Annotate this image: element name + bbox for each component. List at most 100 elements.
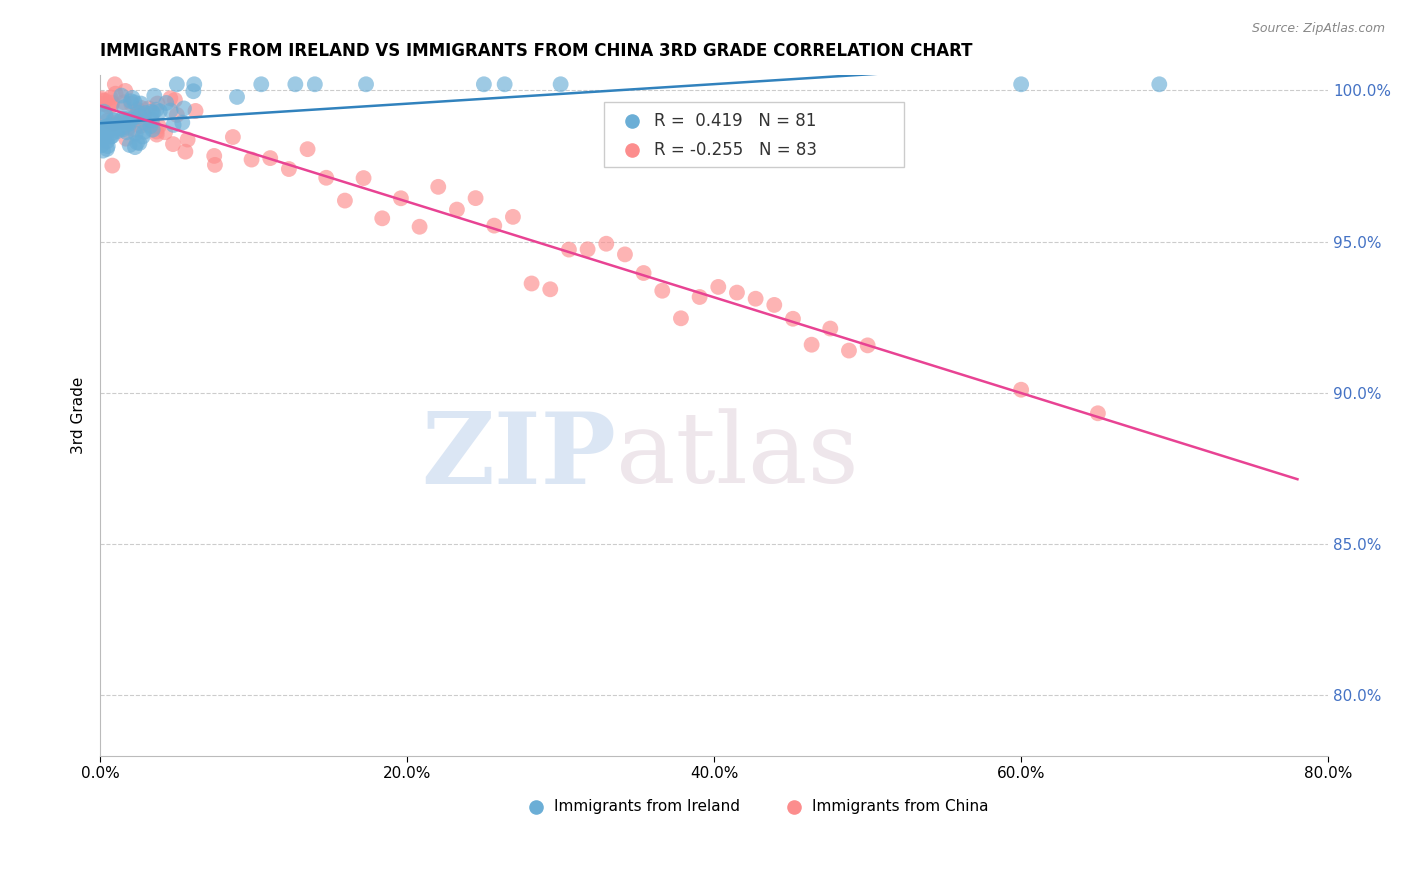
Text: ZIP: ZIP bbox=[420, 408, 616, 505]
Text: R =  0.419   N = 81: R = 0.419 N = 81 bbox=[654, 112, 817, 130]
Point bbox=[129, 119, 152, 133]
Point bbox=[184, 103, 207, 118]
Point bbox=[146, 96, 169, 111]
Point bbox=[93, 120, 115, 135]
Point bbox=[118, 138, 141, 153]
Point bbox=[112, 100, 135, 114]
Point bbox=[162, 137, 184, 152]
Point bbox=[100, 129, 122, 144]
Point bbox=[538, 282, 561, 296]
Point bbox=[134, 116, 156, 130]
Point bbox=[1010, 77, 1032, 91]
Point bbox=[107, 115, 129, 129]
Point bbox=[101, 159, 124, 173]
Point bbox=[141, 113, 163, 128]
Point bbox=[174, 145, 197, 159]
Point bbox=[122, 111, 145, 125]
Text: Immigrants from Ireland: Immigrants from Ireland bbox=[554, 799, 741, 814]
Point bbox=[315, 170, 337, 185]
Point bbox=[93, 127, 115, 141]
Point bbox=[121, 91, 143, 105]
Point bbox=[100, 120, 122, 135]
Point bbox=[128, 136, 150, 150]
Point bbox=[1149, 77, 1171, 91]
Point bbox=[754, 416, 776, 430]
Point bbox=[101, 117, 124, 131]
Point bbox=[101, 129, 124, 144]
Point bbox=[141, 104, 163, 119]
Text: atlas: atlas bbox=[616, 409, 859, 504]
Point bbox=[103, 113, 125, 128]
Point bbox=[94, 94, 117, 108]
Point bbox=[633, 266, 655, 280]
Point bbox=[782, 311, 804, 326]
Y-axis label: 3rd Grade: 3rd Grade bbox=[72, 376, 86, 454]
Point bbox=[371, 211, 394, 226]
Point bbox=[408, 219, 430, 234]
Point bbox=[124, 140, 146, 154]
Point bbox=[689, 290, 711, 304]
Point bbox=[100, 119, 122, 133]
Point bbox=[104, 120, 127, 135]
Point bbox=[595, 236, 617, 251]
Point bbox=[155, 95, 177, 110]
Point bbox=[97, 113, 120, 128]
Point bbox=[145, 124, 167, 138]
Point bbox=[1087, 406, 1109, 420]
Point bbox=[103, 113, 125, 128]
Point bbox=[120, 112, 142, 127]
Point bbox=[146, 128, 169, 142]
Point bbox=[202, 149, 225, 163]
Point bbox=[800, 337, 823, 351]
Point bbox=[90, 94, 112, 108]
Point bbox=[94, 123, 117, 137]
Point bbox=[163, 93, 186, 107]
Point bbox=[127, 136, 149, 150]
Point bbox=[93, 104, 115, 119]
Point bbox=[754, 285, 776, 300]
Point bbox=[127, 103, 149, 118]
Point bbox=[240, 153, 263, 167]
Point bbox=[153, 125, 176, 139]
Point bbox=[389, 191, 412, 205]
Point bbox=[103, 116, 125, 130]
Point bbox=[90, 121, 112, 136]
Point bbox=[121, 114, 143, 128]
Point bbox=[94, 107, 117, 121]
Point bbox=[114, 112, 136, 126]
Point bbox=[124, 95, 146, 110]
Point bbox=[464, 191, 486, 205]
Point bbox=[707, 280, 730, 294]
Point bbox=[142, 105, 165, 120]
Point bbox=[856, 338, 879, 352]
Point bbox=[117, 112, 139, 127]
Point bbox=[284, 77, 307, 91]
Point bbox=[145, 103, 167, 117]
Point bbox=[104, 87, 127, 101]
Point bbox=[91, 144, 114, 158]
Point bbox=[94, 120, 117, 134]
Point bbox=[1010, 383, 1032, 397]
Point bbox=[472, 77, 495, 91]
Point bbox=[115, 114, 138, 128]
Point bbox=[120, 94, 142, 108]
Point bbox=[484, 219, 506, 233]
Point bbox=[520, 277, 543, 291]
Point bbox=[138, 102, 160, 116]
Point bbox=[91, 96, 114, 111]
Point bbox=[763, 298, 786, 312]
Point bbox=[129, 96, 152, 111]
Point bbox=[159, 103, 181, 118]
Point bbox=[129, 101, 152, 115]
Point bbox=[183, 77, 205, 91]
Point bbox=[744, 292, 766, 306]
Point bbox=[90, 129, 112, 144]
Point bbox=[128, 110, 150, 124]
Point bbox=[117, 115, 139, 129]
Point bbox=[110, 88, 132, 103]
Point bbox=[838, 343, 860, 358]
Point bbox=[259, 151, 281, 165]
Point bbox=[132, 125, 155, 139]
Point bbox=[226, 90, 249, 104]
Point bbox=[127, 103, 149, 117]
